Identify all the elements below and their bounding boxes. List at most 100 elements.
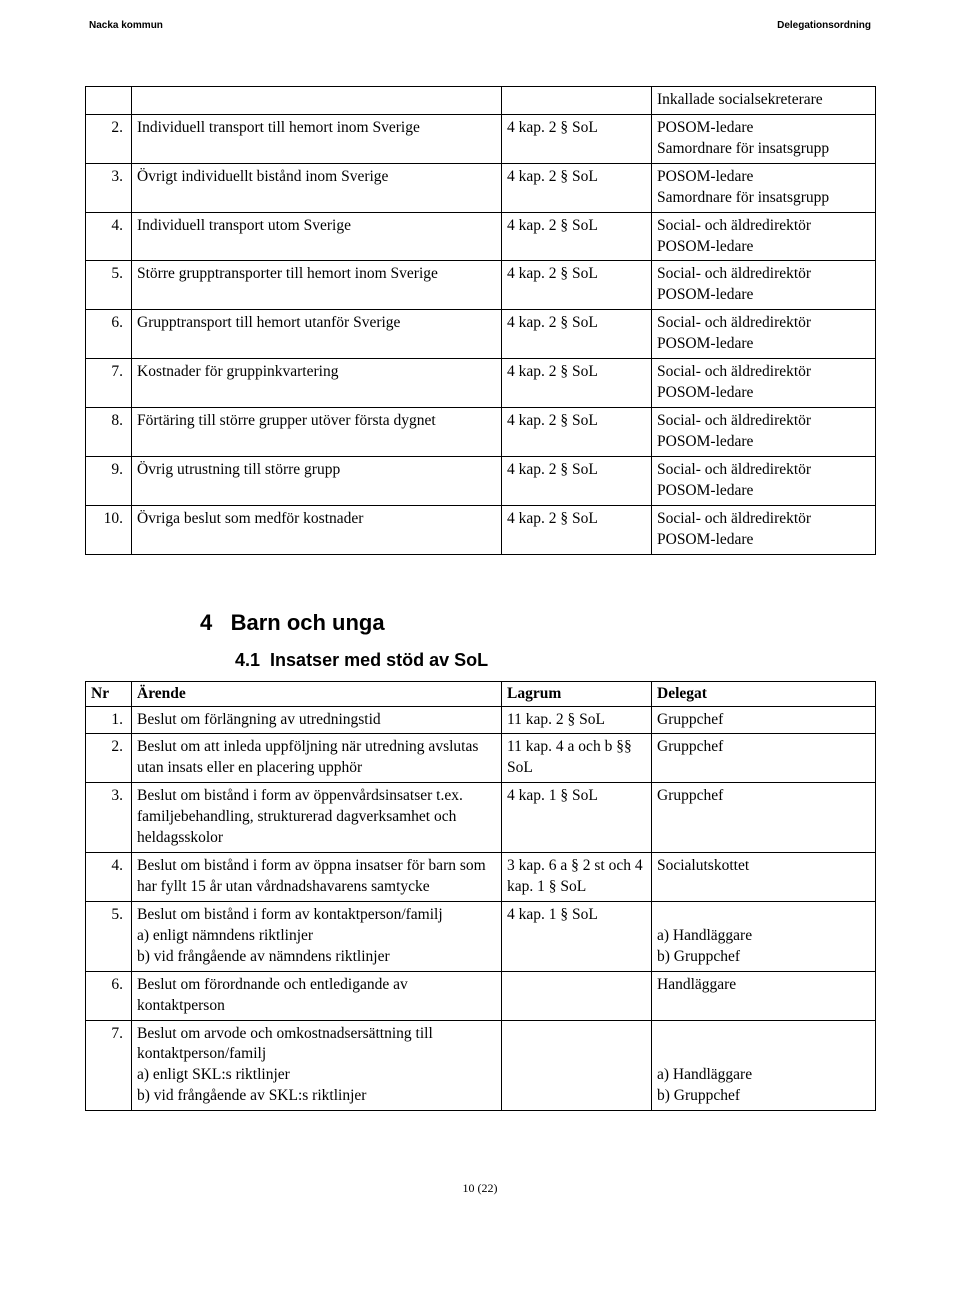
table-row: 2.Beslut om att inleda uppföljning när u…: [86, 734, 876, 783]
cell-lagrum: 3 kap. 6 a § 2 st och 4 kap. 1 § SoL: [502, 853, 652, 902]
cell-nr: 8.: [86, 407, 132, 456]
cell-delegat: POSOM-ledareSamordnare för insatsgrupp: [652, 114, 876, 163]
cell-delegat: a) Handläggareb) Gruppchef: [652, 1020, 876, 1111]
cell-arende: Övriga beslut som medför kostnader: [132, 505, 502, 554]
table-2: Nr Ärende Lagrum Delegat 1.Beslut om för…: [85, 681, 876, 1112]
cell-arende: Övrigt individuellt bistånd inom Sverige: [132, 163, 502, 212]
table-row: 1.Beslut om förlängning av utredningstid…: [86, 706, 876, 734]
cell-lagrum: 4 kap. 2 § SoL: [502, 456, 652, 505]
cell-arende: Beslut om förordnande och entledigande a…: [132, 971, 502, 1020]
cell-lagrum: [502, 971, 652, 1020]
cell-arende: Kostnader för gruppinkvartering: [132, 359, 502, 408]
cell-lagrum: 4 kap. 2 § SoL: [502, 114, 652, 163]
section-title: Barn och unga: [231, 610, 385, 635]
cell-nr: 10.: [86, 505, 132, 554]
cell-delegat: a) Handläggareb) Gruppchef: [652, 901, 876, 971]
table-header-row: Nr Ärende Lagrum Delegat: [86, 681, 876, 706]
table-row: 4.Individuell transport utom Sverige4 ka…: [86, 212, 876, 261]
cell-nr: 2.: [86, 114, 132, 163]
cell-lagrum: 4 kap. 2 § SoL: [502, 163, 652, 212]
cell-delegat: Social- och äldredirektörPOSOM-ledare: [652, 359, 876, 408]
cell-nr: 3.: [86, 783, 132, 853]
cell-delegat: Inkallade socialsekreterare: [652, 87, 876, 115]
cell-delegat: Gruppchef: [652, 734, 876, 783]
cell-arende: Grupptransport till hemort utanför Sveri…: [132, 310, 502, 359]
cell-nr: 5.: [86, 261, 132, 310]
cell-delegat: Social- och äldredirektörPOSOM-ledare: [652, 407, 876, 456]
table-1: Inkallade socialsekreterare 2.Individuel…: [85, 86, 876, 555]
cell-delegat: Social- och äldredirektörPOSOM-ledare: [652, 212, 876, 261]
cell-nr: 9.: [86, 456, 132, 505]
cell-nr: 7.: [86, 1020, 132, 1111]
cell-arende: Övrig utrustning till större grupp: [132, 456, 502, 505]
cell-delegat: Social- och äldredirektörPOSOM-ledare: [652, 310, 876, 359]
section-number: 4: [200, 610, 212, 635]
page-container: Nacka kommun Delegationsordning Inkallad…: [0, 0, 960, 1236]
table-row: Inkallade socialsekreterare: [86, 87, 876, 115]
cell-lagrum: 4 kap. 1 § SoL: [502, 901, 652, 971]
cell-lagrum: 4 kap. 2 § SoL: [502, 310, 652, 359]
cell-nr: [86, 87, 132, 115]
cell-arende: Individuell transport utom Sverige: [132, 212, 502, 261]
cell-arende: [132, 87, 502, 115]
table-row: 9.Övrig utrustning till större grupp4 ka…: [86, 456, 876, 505]
subsection-number: 4.1: [235, 650, 260, 670]
cell-lagrum: 4 kap. 2 § SoL: [502, 505, 652, 554]
cell-arende: Beslut om förlängning av utredningstid: [132, 706, 502, 734]
cell-arende: Förtäring till större grupper utöver för…: [132, 407, 502, 456]
cell-arende: Individuell transport till hemort inom S…: [132, 114, 502, 163]
cell-delegat: Gruppchef: [652, 706, 876, 734]
table-row: 7.Kostnader för gruppinkvartering4 kap. …: [86, 359, 876, 408]
cell-nr: 6.: [86, 971, 132, 1020]
cell-arende: Beslut om att inleda uppföljning när utr…: [132, 734, 502, 783]
table-row: 4.Beslut om bistånd i form av öppna insa…: [86, 853, 876, 902]
cell-lagrum: 4 kap. 2 § SoL: [502, 212, 652, 261]
cell-nr: 7.: [86, 359, 132, 408]
cell-lagrum: [502, 1020, 652, 1111]
cell-lagrum: 4 kap. 2 § SoL: [502, 407, 652, 456]
table-row: 5.Beslut om bistånd i form av kontaktper…: [86, 901, 876, 971]
cell-delegat: POSOM-ledareSamordnare för insatsgrupp: [652, 163, 876, 212]
table-row: 8.Förtäring till större grupper utöver f…: [86, 407, 876, 456]
th-nr: Nr: [86, 681, 132, 706]
table-row: 2.Individuell transport till hemort inom…: [86, 114, 876, 163]
table-row: 6.Beslut om förordnande och entledigande…: [86, 971, 876, 1020]
th-delegat: Delegat: [652, 681, 876, 706]
cell-delegat: Socialutskottet: [652, 853, 876, 902]
table-row: 6.Grupptransport till hemort utanför Sve…: [86, 310, 876, 359]
cell-nr: 4.: [86, 853, 132, 902]
subsection-title: Insatser med stöd av SoL: [270, 650, 488, 670]
cell-lagrum: 4 kap. 1 § SoL: [502, 783, 652, 853]
cell-delegat: Social- och äldredirektörPOSOM-ledare: [652, 456, 876, 505]
table-row: 5.Större grupptransporter till hemort in…: [86, 261, 876, 310]
table-row: 3.Beslut om bistånd i form av öppenvårds…: [86, 783, 876, 853]
cell-arende: Större grupptransporter till hemort inom…: [132, 261, 502, 310]
header-left: Nacka kommun: [89, 20, 163, 31]
table-row: 3.Övrigt individuellt bistånd inom Sveri…: [86, 163, 876, 212]
section-heading: 4 Barn och unga: [200, 610, 875, 636]
cell-delegat: Social- och äldredirektörPOSOM-ledare: [652, 261, 876, 310]
header-right: Delegationsordning: [777, 20, 871, 31]
cell-nr: 2.: [86, 734, 132, 783]
cell-arende: Beslut om bistånd i form av öppenvårdsin…: [132, 783, 502, 853]
cell-nr: 6.: [86, 310, 132, 359]
table-row: 10.Övriga beslut som medför kostnader4 k…: [86, 505, 876, 554]
cell-nr: 3.: [86, 163, 132, 212]
cell-arende: Beslut om bistånd i form av öppna insats…: [132, 853, 502, 902]
th-lagrum: Lagrum: [502, 681, 652, 706]
subsection-heading: 4.1 Insatser med stöd av SoL: [235, 650, 875, 671]
cell-lagrum: 11 kap. 2 § SoL: [502, 706, 652, 734]
cell-arende: Beslut om bistånd i form av kontaktperso…: [132, 901, 502, 971]
cell-lagrum: 11 kap. 4 a och b §§ SoL: [502, 734, 652, 783]
page-footer: 10 (22): [85, 1181, 875, 1196]
cell-delegat: Gruppchef: [652, 783, 876, 853]
cell-lagrum: 4 kap. 2 § SoL: [502, 261, 652, 310]
cell-nr: 4.: [86, 212, 132, 261]
cell-lagrum: [502, 87, 652, 115]
page-header: Nacka kommun Delegationsordning: [85, 20, 875, 31]
cell-nr: 1.: [86, 706, 132, 734]
cell-nr: 5.: [86, 901, 132, 971]
cell-delegat: Social- och äldredirektörPOSOM-ledare: [652, 505, 876, 554]
cell-delegat: Handläggare: [652, 971, 876, 1020]
th-arende: Ärende: [132, 681, 502, 706]
